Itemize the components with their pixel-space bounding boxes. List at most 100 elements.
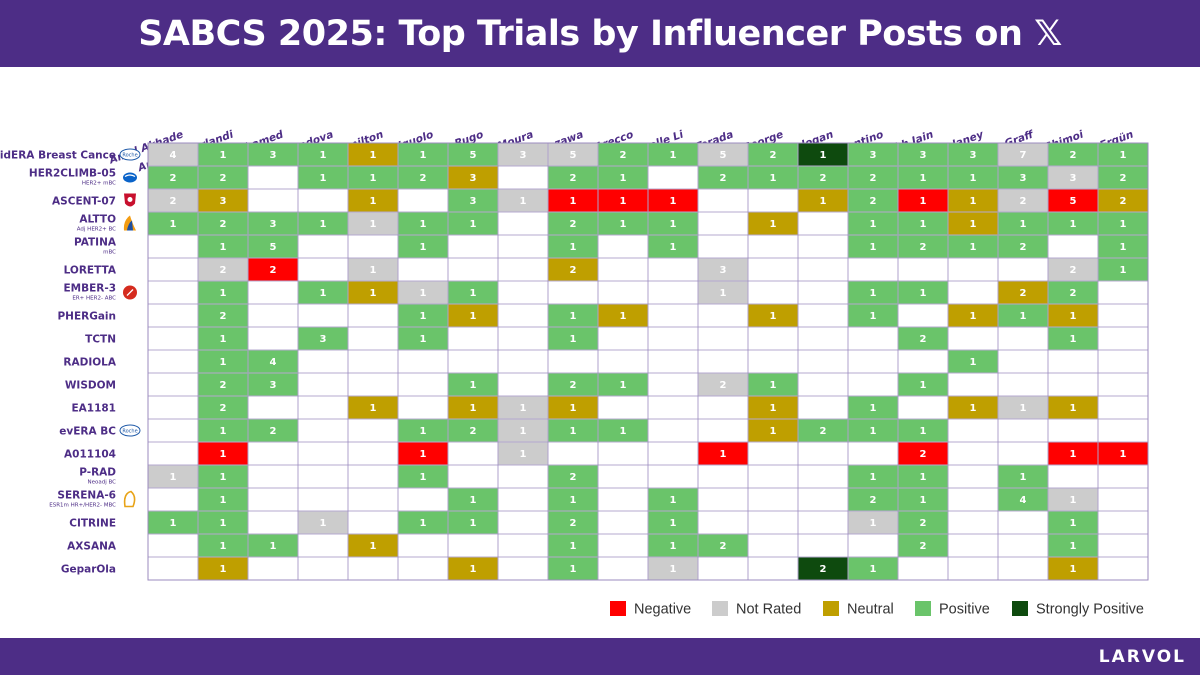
page-title: SABCS 2025: Top Trials by Influencer Pos… bbox=[138, 13, 1062, 54]
heatmap-cell bbox=[848, 396, 898, 419]
cell-value: 1 bbox=[620, 173, 627, 184]
cell-value: 1 bbox=[870, 219, 877, 230]
cell-value: 2 bbox=[1070, 265, 1077, 276]
cell-value: 3 bbox=[270, 380, 277, 391]
heatmap-cell bbox=[948, 350, 998, 373]
heatmap-cell bbox=[598, 373, 648, 396]
cell-value: 1 bbox=[570, 334, 577, 345]
cell-value: 3 bbox=[270, 219, 277, 230]
heatmap-cell bbox=[148, 511, 198, 534]
heatmap-cell bbox=[898, 511, 948, 534]
heatmap-cell bbox=[698, 258, 748, 281]
cell-value: 3 bbox=[520, 150, 527, 161]
cell-value: 1 bbox=[670, 495, 677, 506]
cell-value: 2 bbox=[770, 150, 777, 161]
cell-value: 1 bbox=[1020, 311, 1027, 322]
roche-logo bbox=[119, 148, 141, 161]
cell-value: 2 bbox=[1120, 173, 1127, 184]
heatmap-cell bbox=[998, 396, 1048, 419]
cell-value: 3 bbox=[920, 150, 927, 161]
heatmap-cell bbox=[698, 166, 748, 189]
cell-value: 1 bbox=[820, 150, 827, 161]
heatmap-cell bbox=[698, 373, 748, 396]
cell-value: 2 bbox=[870, 173, 877, 184]
heatmap-cell bbox=[848, 189, 898, 212]
cell-value: 1 bbox=[520, 403, 527, 414]
heatmap-cell bbox=[848, 235, 898, 258]
heatmap-cell bbox=[348, 396, 398, 419]
heatmap-cell bbox=[848, 419, 898, 442]
heatmap-cell bbox=[998, 465, 1048, 488]
cell-value: 1 bbox=[470, 380, 477, 391]
trial-name: A011104 bbox=[64, 449, 116, 461]
heatmap-cell bbox=[248, 534, 298, 557]
cell-value: 1 bbox=[420, 219, 427, 230]
cell-value: 1 bbox=[570, 541, 577, 552]
heatmap-cell bbox=[348, 166, 398, 189]
heatmap-cell bbox=[198, 258, 248, 281]
heatmap-cell bbox=[1048, 258, 1098, 281]
heatmap-cell bbox=[198, 396, 248, 419]
cell-value: 1 bbox=[470, 288, 477, 299]
heatmap-cell bbox=[1048, 396, 1098, 419]
cell-value: 1 bbox=[370, 288, 377, 299]
cell-value: 1 bbox=[1070, 518, 1077, 529]
heatmap-cell bbox=[198, 304, 248, 327]
footer-bar: LARVOL bbox=[0, 638, 1200, 675]
cell-value: 1 bbox=[920, 173, 927, 184]
roche-logo-text: Roche bbox=[122, 429, 137, 435]
heatmap-cell bbox=[398, 143, 448, 166]
cell-value: 1 bbox=[920, 380, 927, 391]
heatmap-cell bbox=[548, 557, 598, 580]
cell-value: 1 bbox=[520, 196, 527, 207]
cell-value: 1 bbox=[270, 541, 277, 552]
heatmap-cell bbox=[848, 166, 898, 189]
trial-name: RADIOLA bbox=[63, 357, 116, 369]
cell-value: 7 bbox=[1020, 150, 1027, 161]
cell-value: 1 bbox=[570, 311, 577, 322]
heatmap-cell bbox=[798, 166, 848, 189]
cell-value: 1 bbox=[1120, 242, 1127, 253]
heatmap-cell bbox=[648, 143, 698, 166]
heatmap-cell bbox=[698, 281, 748, 304]
heatmap-cell bbox=[648, 534, 698, 557]
cell-value: 3 bbox=[720, 265, 727, 276]
heatmap-cell bbox=[898, 442, 948, 465]
cell-value: 2 bbox=[420, 173, 427, 184]
heatmap-cell bbox=[698, 534, 748, 557]
heatmap-cell bbox=[1098, 258, 1148, 281]
trial-name: TCTN bbox=[85, 334, 116, 346]
heatmap-cell bbox=[948, 166, 998, 189]
heatmap-cell bbox=[248, 350, 298, 373]
heatmap-cell bbox=[848, 511, 898, 534]
cell-value: 1 bbox=[1070, 449, 1077, 460]
heatmap-cell bbox=[898, 488, 948, 511]
heatmap-cell bbox=[548, 327, 598, 350]
cell-value: 1 bbox=[1120, 449, 1127, 460]
heatmap-cell bbox=[1048, 442, 1098, 465]
heatmap-cell bbox=[648, 488, 698, 511]
heatmap-cell bbox=[298, 166, 348, 189]
cell-value: 1 bbox=[1070, 311, 1077, 322]
cell-value: 1 bbox=[1120, 219, 1127, 230]
cell-value: 1 bbox=[920, 196, 927, 207]
heatmap-cell bbox=[448, 419, 498, 442]
heatmap-cell bbox=[398, 327, 448, 350]
cell-value: 1 bbox=[1120, 265, 1127, 276]
cell-value: 1 bbox=[420, 518, 427, 529]
heatmap-cell bbox=[548, 511, 598, 534]
cell-value: 2 bbox=[1070, 288, 1077, 299]
heatmap-cell bbox=[548, 212, 598, 235]
heatmap-cell bbox=[898, 212, 948, 235]
heatmap-cell bbox=[848, 212, 898, 235]
cell-value: 1 bbox=[920, 495, 927, 506]
cell-value: 1 bbox=[770, 380, 777, 391]
heatmap-cell bbox=[248, 212, 298, 235]
cell-value: 1 bbox=[420, 288, 427, 299]
cell-value: 2 bbox=[1070, 150, 1077, 161]
heatmap-cell bbox=[1048, 534, 1098, 557]
heatmap-cell bbox=[898, 534, 948, 557]
heatmap-cell bbox=[798, 143, 848, 166]
cell-value: 3 bbox=[220, 196, 227, 207]
cell-value: 3 bbox=[1070, 173, 1077, 184]
